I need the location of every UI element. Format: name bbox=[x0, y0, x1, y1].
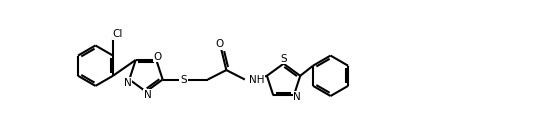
Text: NH: NH bbox=[249, 74, 264, 84]
Text: N: N bbox=[124, 78, 132, 88]
Text: O: O bbox=[215, 39, 224, 49]
Text: S: S bbox=[180, 74, 187, 84]
Text: Cl: Cl bbox=[113, 29, 123, 39]
Text: S: S bbox=[280, 54, 287, 64]
Text: N: N bbox=[144, 90, 152, 100]
Text: N: N bbox=[293, 92, 301, 102]
Text: O: O bbox=[154, 52, 162, 62]
